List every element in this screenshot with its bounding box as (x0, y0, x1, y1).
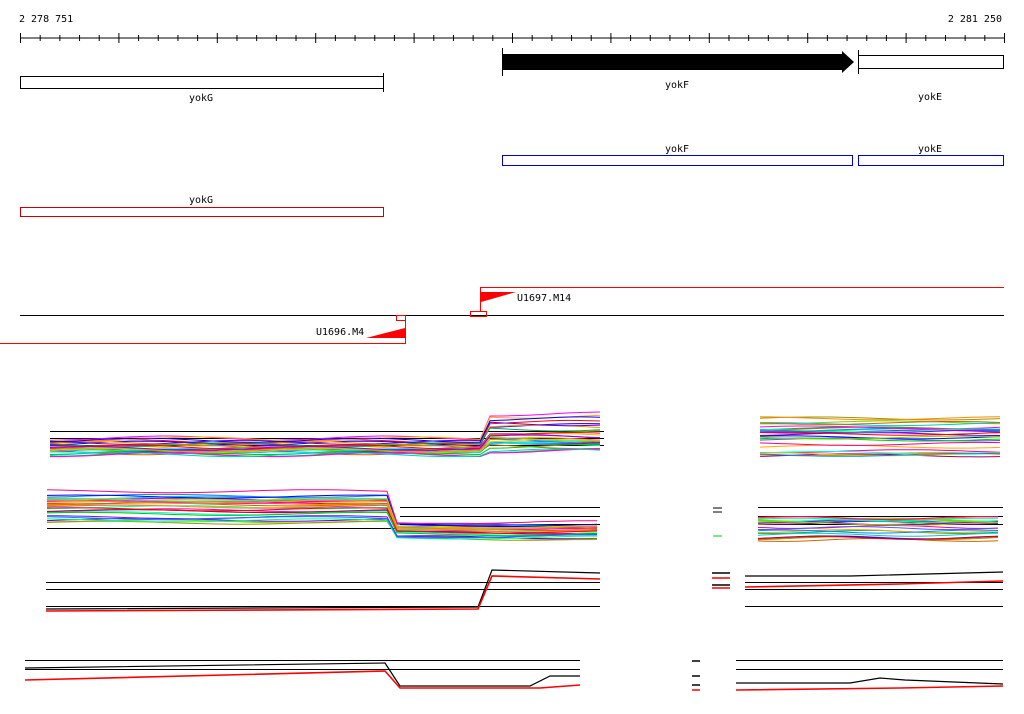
start-coordinate: 2 278 751 (19, 14, 74, 25)
strand-box-yokE[interactable] (858, 155, 1004, 166)
strand-label-yokG: yokG (188, 195, 214, 206)
profile-track-2 (46, 489, 1003, 542)
ruler-axis (20, 33, 1005, 43)
gene-label-yokE: yokE (917, 92, 943, 103)
profile-track-4 (24, 660, 1004, 691)
gene-yokG-box[interactable] (20, 76, 384, 89)
strand-box-yokG[interactable] (20, 207, 384, 217)
transcript-label-U1697[interactable]: U1697.M14 (517, 293, 572, 304)
transcript-track (0, 287, 1004, 344)
gene-yokE-box[interactable] (858, 50, 1004, 74)
gene-yokF-arrow[interactable] (502, 48, 854, 76)
strand-box-yokF[interactable] (502, 155, 853, 166)
ruler-ticks (20, 33, 1005, 43)
strand-label-yokF: yokF (664, 144, 690, 155)
gene-label-yokF: yokF (664, 80, 690, 91)
profile-track-3 (45, 569, 1004, 612)
profile-track-1 (49, 411, 1001, 458)
red-flag-left-icon (366, 328, 405, 338)
transcript-label-U1696[interactable]: U1696.M4 (316, 327, 365, 338)
gene-label-yokG: yokG (188, 93, 214, 104)
red-flag-right-icon (481, 292, 516, 302)
end-coordinate: 2 281 250 (947, 14, 1002, 25)
expression-profiles (24, 411, 1004, 691)
strand-label-yokE: yokE (917, 144, 943, 155)
